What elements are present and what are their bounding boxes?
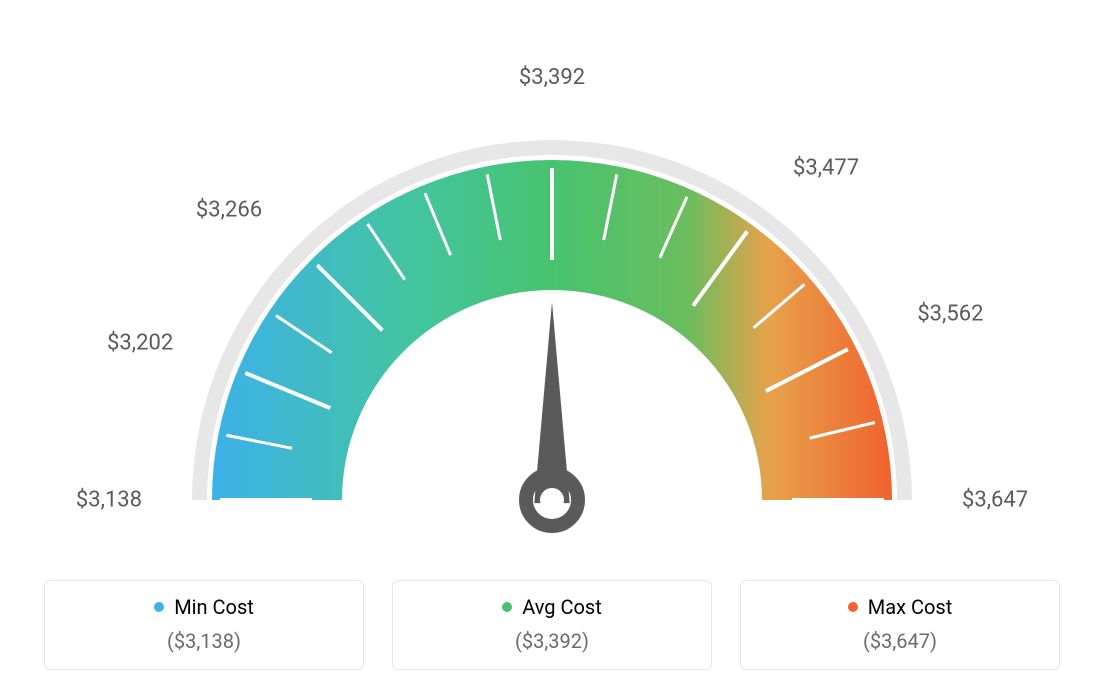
legend-title-text: Avg Cost	[522, 595, 602, 619]
legend-title-min: Min Cost	[154, 595, 254, 619]
tick-label: $3,138	[76, 488, 142, 513]
legend-title-avg: Avg Cost	[502, 595, 602, 619]
legend-value-min: ($3,138)	[55, 629, 353, 653]
legend-card-max: Max Cost ($3,647)	[740, 580, 1060, 670]
legend-row: Min Cost ($3,138) Avg Cost ($3,392) Max …	[0, 580, 1104, 670]
tick-label: $3,562	[917, 301, 983, 326]
chart-container: $3,138 $3,202 $3,266 $3,392 $3,477 $3,562 $3,6…	[0, 0, 1104, 690]
dot-icon	[502, 602, 512, 612]
legend-card-avg: Avg Cost ($3,392)	[392, 580, 712, 670]
dot-icon	[848, 602, 858, 612]
tick-label: $3,477	[793, 156, 859, 181]
tick-label: $3,202	[107, 331, 173, 356]
tick-label: $3,266	[196, 198, 262, 223]
legend-value-avg: ($3,392)	[403, 629, 701, 653]
legend-title-max: Max Cost	[848, 595, 953, 619]
legend-card-min: Min Cost ($3,138)	[44, 580, 364, 670]
legend-value-max: ($3,647)	[751, 629, 1049, 653]
dot-icon	[154, 602, 164, 612]
tick-label: $3,647	[962, 488, 1028, 513]
legend-title-text: Max Cost	[868, 595, 953, 619]
tick-label: $3,392	[519, 65, 585, 90]
gauge-area: $3,138 $3,202 $3,266 $3,392 $3,477 $3,562 $3,6…	[0, 0, 1104, 560]
legend-title-text: Min Cost	[174, 595, 254, 619]
